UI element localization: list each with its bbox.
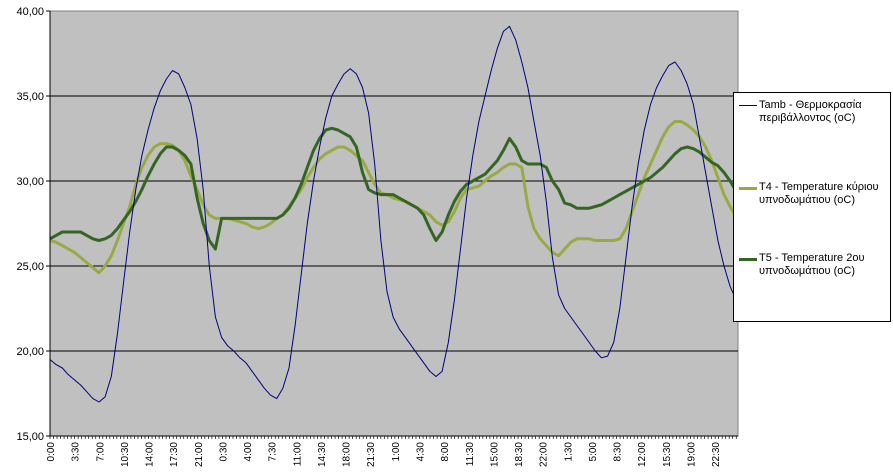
y-tick-label: 25,00 xyxy=(16,261,44,273)
legend: Tamb - Θερμοκρασία περιβάλλοντος (oC) T4… xyxy=(733,92,891,322)
series-line-1 xyxy=(49,25,737,403)
x-tick-label: 0:30 xyxy=(218,442,229,462)
plot-background xyxy=(49,10,739,437)
x-tick-label: 18:30 xyxy=(514,442,525,467)
x-tick-label: 1:30 xyxy=(563,442,574,462)
x-tick-label: 10:30 xyxy=(120,442,131,467)
x-tick-label: 7:00 xyxy=(95,442,106,462)
legend-label-t5: T5 - Temperature 2ου υπνοδωμάτιου (oC) xyxy=(759,252,865,277)
y-tick-label: 40,00 xyxy=(16,6,44,18)
x-tick-label: 8:30 xyxy=(613,442,624,462)
x-tick-label: 14:00 xyxy=(145,442,156,467)
x-tick-label: 7:30 xyxy=(268,442,279,462)
y-tick-label: 30,00 xyxy=(16,176,44,188)
y-tick-label: 15,00 xyxy=(16,431,44,443)
x-tick-label: 14:30 xyxy=(317,442,328,467)
x-tick-label: 8:00 xyxy=(440,442,451,462)
x-tick-label: 22:00 xyxy=(539,442,550,467)
x-tick-label: 21:30 xyxy=(366,442,377,467)
legend-label-tamb: Tamb - Θερμοκρασία περιβάλλοντος (oC) xyxy=(759,99,862,124)
x-tick-label: 0:00 xyxy=(46,442,57,462)
plot-area xyxy=(49,10,739,437)
x-tick-label: 11:30 xyxy=(465,442,476,467)
x-tick-label: 17:30 xyxy=(169,442,180,467)
x-tick-label: 12:00 xyxy=(637,442,648,467)
x-tick-label: 19:00 xyxy=(686,442,697,467)
x-axis: 0:00 3:30 7:00 10:30 14:00 17:30 21:00 0:30 4:00… xyxy=(46,435,738,467)
legend-label-t4: T4 - Temperature κύριου υπνοδωμάτιου (oC… xyxy=(759,181,879,206)
x-tick-label: 22:30 xyxy=(711,442,722,467)
x-tick-label: 11:00 xyxy=(292,442,303,467)
x-tick-label: 4:30 xyxy=(416,442,427,462)
series-line-2 xyxy=(49,120,738,275)
x-tick-label: 15:00 xyxy=(489,442,500,467)
legend-swatch-t4 xyxy=(739,187,757,190)
x-tick-label: 4:00 xyxy=(243,442,254,462)
y-tick-label: 20,00 xyxy=(16,346,44,358)
gridlines xyxy=(50,95,738,352)
series-line-3 xyxy=(49,126,738,251)
x-tick-label: 15:30 xyxy=(662,442,673,467)
x-tick-label: 5:00 xyxy=(588,442,599,462)
x-tick-label: 3:30 xyxy=(71,442,82,462)
x-tick-label: 1:00 xyxy=(391,442,402,462)
y-tick-label: 35,00 xyxy=(16,91,44,103)
legend-swatch-tamb xyxy=(739,105,757,106)
y-axis: 15,00 20,00 25,00 30,00 35,00 40,00 xyxy=(16,6,51,443)
x-tick-label: 21:00 xyxy=(194,442,205,467)
series-lines xyxy=(49,25,738,403)
legend-swatch-t5 xyxy=(739,258,757,261)
x-tick-label: 18:00 xyxy=(342,442,353,467)
